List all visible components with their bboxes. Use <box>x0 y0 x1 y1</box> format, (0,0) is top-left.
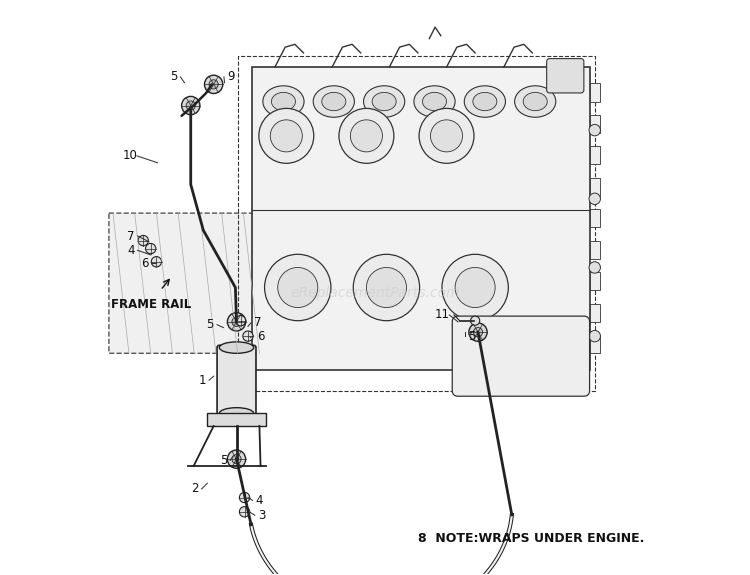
Circle shape <box>138 235 148 246</box>
Text: 7: 7 <box>127 229 134 243</box>
Circle shape <box>419 109 474 163</box>
Circle shape <box>239 507 250 517</box>
Circle shape <box>589 331 601 342</box>
FancyBboxPatch shape <box>590 240 600 259</box>
Ellipse shape <box>372 93 396 110</box>
Circle shape <box>239 492 250 503</box>
Circle shape <box>589 124 601 136</box>
Circle shape <box>589 262 601 273</box>
Circle shape <box>182 97 200 114</box>
Circle shape <box>205 75 223 94</box>
Text: 10: 10 <box>123 150 137 162</box>
Ellipse shape <box>514 86 556 117</box>
Circle shape <box>270 120 302 152</box>
Circle shape <box>146 243 156 254</box>
Circle shape <box>430 120 463 152</box>
Text: 5: 5 <box>469 329 476 343</box>
Text: 8  NOTE:WRAPS UNDER ENGINE.: 8 NOTE:WRAPS UNDER ENGINE. <box>418 532 644 545</box>
FancyBboxPatch shape <box>590 178 600 196</box>
Text: 7: 7 <box>254 316 262 329</box>
Circle shape <box>259 109 314 163</box>
Circle shape <box>473 328 482 337</box>
Text: 5: 5 <box>220 454 227 467</box>
Ellipse shape <box>472 93 497 110</box>
Circle shape <box>232 317 241 327</box>
Circle shape <box>455 267 495 308</box>
Circle shape <box>442 254 509 321</box>
Circle shape <box>469 323 488 342</box>
Text: 6: 6 <box>141 257 148 270</box>
Text: 4: 4 <box>256 494 263 507</box>
FancyBboxPatch shape <box>590 146 600 164</box>
FancyBboxPatch shape <box>217 346 256 416</box>
Polygon shape <box>109 213 269 353</box>
FancyBboxPatch shape <box>207 413 266 426</box>
Circle shape <box>350 120 382 152</box>
FancyBboxPatch shape <box>590 335 600 353</box>
Text: 4: 4 <box>127 244 134 257</box>
Text: 11: 11 <box>435 308 450 321</box>
Ellipse shape <box>219 342 254 353</box>
Ellipse shape <box>414 86 455 117</box>
Circle shape <box>232 455 241 464</box>
FancyBboxPatch shape <box>590 304 600 322</box>
Text: 5: 5 <box>170 70 177 83</box>
Ellipse shape <box>464 86 506 117</box>
Text: 6: 6 <box>256 329 264 343</box>
Circle shape <box>353 254 420 321</box>
Circle shape <box>243 331 253 342</box>
Ellipse shape <box>262 86 304 117</box>
Ellipse shape <box>272 93 296 110</box>
Text: 3: 3 <box>258 509 266 522</box>
FancyBboxPatch shape <box>590 209 600 228</box>
Text: FRAME RAIL: FRAME RAIL <box>111 298 191 311</box>
Circle shape <box>227 313 246 331</box>
Circle shape <box>152 256 161 267</box>
Circle shape <box>589 193 601 205</box>
FancyBboxPatch shape <box>252 67 590 370</box>
FancyBboxPatch shape <box>547 59 584 93</box>
Ellipse shape <box>219 408 254 419</box>
Circle shape <box>227 450 246 468</box>
Ellipse shape <box>364 86 405 117</box>
Circle shape <box>265 254 331 321</box>
Circle shape <box>339 109 394 163</box>
Ellipse shape <box>422 93 446 110</box>
FancyBboxPatch shape <box>590 83 600 102</box>
Text: 5: 5 <box>206 318 214 331</box>
Text: 2: 2 <box>191 482 199 496</box>
FancyBboxPatch shape <box>590 272 600 290</box>
Circle shape <box>367 267 407 308</box>
Ellipse shape <box>524 93 548 110</box>
Circle shape <box>470 316 480 325</box>
Text: eReplacementParts.com: eReplacementParts.com <box>290 286 460 300</box>
FancyBboxPatch shape <box>452 316 590 396</box>
Ellipse shape <box>314 86 355 117</box>
Circle shape <box>236 316 246 326</box>
Circle shape <box>278 267 318 308</box>
FancyBboxPatch shape <box>590 114 600 133</box>
Ellipse shape <box>322 93 346 110</box>
Circle shape <box>209 80 218 89</box>
Text: 9: 9 <box>227 70 235 83</box>
Circle shape <box>186 101 195 110</box>
Text: 1: 1 <box>199 374 206 387</box>
